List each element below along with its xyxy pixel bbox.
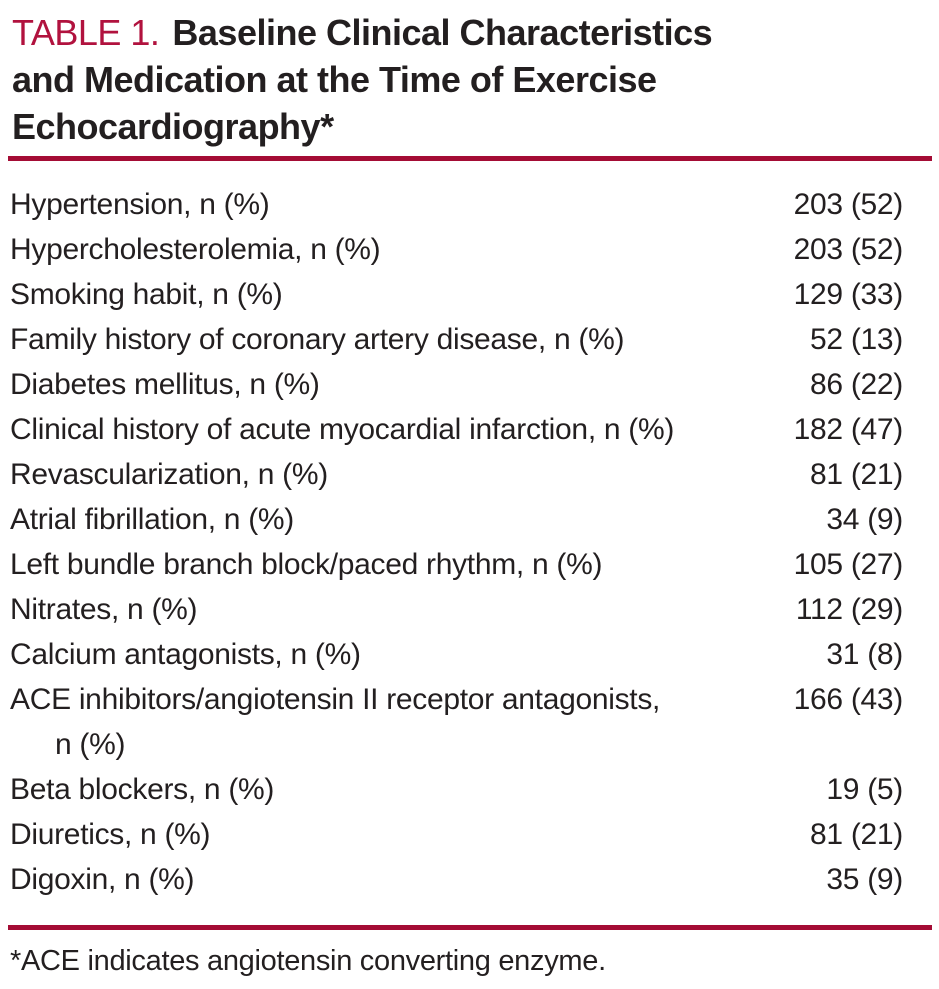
row-value: 203 (52) xyxy=(793,188,904,221)
row-label: Calcium antagonists, n (%) xyxy=(10,638,361,671)
row-label: Nitrates, n (%) xyxy=(10,593,198,626)
row-label-continuation: n (%) xyxy=(55,728,126,761)
row-label: Diabetes mellitus, n (%) xyxy=(10,368,320,401)
row-label-block: Nitrates, n (%) xyxy=(10,587,784,632)
row-value: 129 (33) xyxy=(793,278,904,311)
table-row: Atrial fibrillation, n (%) 34 (9) xyxy=(10,497,903,542)
row-label: Smoking habit, n (%) xyxy=(10,278,283,311)
row-label-block: Diabetes mellitus, n (%) xyxy=(10,362,798,407)
row-label: Diuretics, n (%) xyxy=(10,818,211,851)
row-label: Hypercholesterolemia, n (%) xyxy=(10,233,381,266)
row-label: Left bundle branch block/paced rhythm, n… xyxy=(10,548,603,581)
row-value: 34 (9) xyxy=(826,503,903,536)
row-label-block: Digoxin, n (%) xyxy=(10,857,814,902)
row-label: Digoxin, n (%) xyxy=(10,863,195,896)
row-label-block: Hypercholesterolemia, n (%) xyxy=(10,227,782,272)
row-label-block: Beta blockers, n (%) xyxy=(10,767,814,812)
row-label: Family history of coronary artery diseas… xyxy=(10,323,625,356)
table-row: Diuretics, n (%) 81 (21) xyxy=(10,812,903,857)
table-title-text-1: Baseline Clinical Characteristics xyxy=(172,12,713,53)
table-footnote: *ACE indicates angiotensin converting en… xyxy=(10,945,606,977)
row-label: Clinical history of acute myocardial inf… xyxy=(10,413,675,446)
bottom-rule-divider xyxy=(8,925,932,930)
row-value: 31 (8) xyxy=(826,638,903,671)
row-label-block: Clinical history of acute myocardial inf… xyxy=(10,407,782,452)
table-row: Clinical history of acute myocardial inf… xyxy=(10,407,903,452)
row-label-block: ACE inhibitors/angiotensin II receptor a… xyxy=(10,677,782,767)
row-label: Revascularization, n (%) xyxy=(10,458,328,491)
table-row: Revascularization, n (%) 81 (21) xyxy=(10,452,903,497)
row-label-block: Smoking habit, n (%) xyxy=(10,272,782,317)
table-row: Smoking habit, n (%) 129 (33) xyxy=(10,272,903,317)
top-rule-divider xyxy=(8,156,932,161)
row-label-block: Diuretics, n (%) xyxy=(10,812,798,857)
row-label-block: Family history of coronary artery diseas… xyxy=(10,317,798,362)
table-title-line-1: TABLE 1. Baseline Clinical Characteristic… xyxy=(12,9,939,56)
table-title-line-3: Echocardiography* xyxy=(12,106,334,147)
row-value: 86 (22) xyxy=(810,368,903,401)
table-title-line-2: and Medication at the Time of Exercise xyxy=(12,59,657,100)
row-label: ACE inhibitors/angiotensin II receptor a… xyxy=(10,683,661,716)
table-row: Diabetes mellitus, n (%) 86 (22) xyxy=(10,362,903,407)
row-label-block: Left bundle branch block/paced rhythm, n… xyxy=(10,542,782,587)
table-row: Nitrates, n (%) 112 (29) xyxy=(10,587,903,632)
row-label: Atrial fibrillation, n (%) xyxy=(10,503,294,536)
row-value: 182 (47) xyxy=(793,413,904,446)
row-label-block: Hypertension, n (%) xyxy=(10,182,782,227)
table-row: Family history of coronary artery diseas… xyxy=(10,317,903,362)
table-row: ACE inhibitors/angiotensin II receptor a… xyxy=(10,677,903,767)
row-label-block: Calcium antagonists, n (%) xyxy=(10,632,814,677)
row-value: 52 (13) xyxy=(810,323,903,356)
row-value: 166 (43) xyxy=(793,683,904,716)
table-row: Hypertension, n (%) 203 (52) xyxy=(10,182,903,227)
table-row: Digoxin, n (%) 35 (9) xyxy=(10,857,903,902)
row-label: Beta blockers, n (%) xyxy=(10,773,275,806)
row-value: 203 (52) xyxy=(793,233,904,266)
row-label: Hypertension, n (%) xyxy=(10,188,270,221)
row-label-block: Atrial fibrillation, n (%) xyxy=(10,497,814,542)
table-number: TABLE 1. xyxy=(12,12,160,53)
row-value: 35 (9) xyxy=(826,863,903,896)
table-row: Hypercholesterolemia, n (%) 203 (52) xyxy=(10,227,903,272)
table-row: Calcium antagonists, n (%) 31 (8) xyxy=(10,632,903,677)
table-row: Left bundle branch block/paced rhythm, n… xyxy=(10,542,903,587)
row-value: 112 (29) xyxy=(795,593,903,626)
row-label-block: Revascularization, n (%) xyxy=(10,452,798,497)
table-title: TABLE 1. Baseline Clinical Characteristic… xyxy=(0,0,939,150)
table-row: Beta blockers, n (%) 19 (5) xyxy=(10,767,903,812)
row-value: 105 (27) xyxy=(793,548,904,581)
row-value: 19 (5) xyxy=(826,773,903,806)
table-body: Hypertension, n (%) 203 (52) Hypercholes… xyxy=(0,182,939,902)
row-value: 81 (21) xyxy=(810,818,903,851)
row-value: 81 (21) xyxy=(810,458,903,491)
